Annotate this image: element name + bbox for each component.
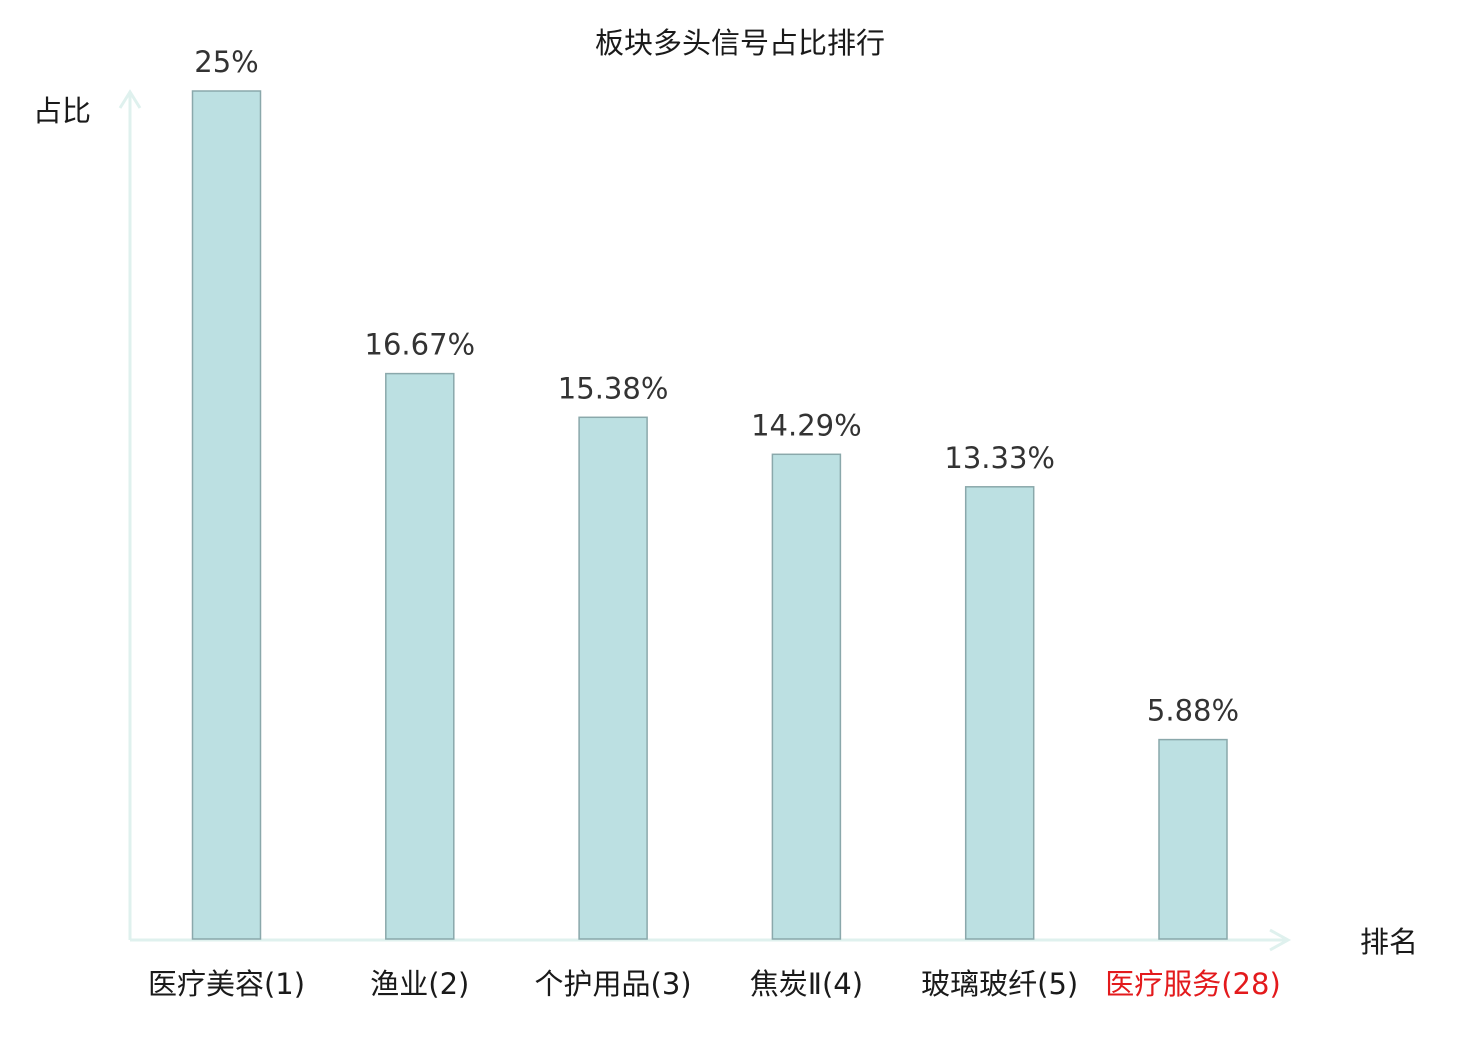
x-tick-label-1: 医疗美容(1) bbox=[148, 967, 305, 1001]
x-tick-label-6: 医疗服务(28) bbox=[1105, 967, 1281, 1001]
value-label-5: 13.33% bbox=[944, 441, 1055, 475]
value-label-4: 14.29% bbox=[751, 408, 862, 442]
x-axis-label: 排名 bbox=[1360, 925, 1418, 959]
bar-3 bbox=[578, 416, 648, 940]
value-label-1: 25% bbox=[194, 45, 258, 79]
value-label-3: 15.38% bbox=[558, 371, 669, 405]
x-tick-label-2: 渔业(2) bbox=[370, 967, 469, 1001]
bars-group: 25% 医疗美容(1) 16.67% 渔业(2) 15.38% 个护用品(3) 14.29%… bbox=[148, 45, 1281, 1001]
bar-2 bbox=[385, 372, 455, 940]
bar-5 bbox=[964, 486, 1035, 940]
x-tick-label-5: 玻璃玻纤(5) bbox=[921, 967, 1078, 1001]
bar-1 bbox=[191, 90, 262, 940]
chart-title: 板块多头信号占比排行 bbox=[595, 26, 885, 60]
x-axis-arrow-icon bbox=[1269, 928, 1292, 952]
value-label-2: 16.67% bbox=[365, 328, 476, 362]
bar-6 bbox=[1158, 738, 1228, 940]
y-axis-label: 占比 bbox=[33, 94, 91, 128]
value-label-6: 5.88% bbox=[1147, 694, 1239, 728]
x-tick-label-3: 个护用品(3) bbox=[535, 967, 692, 1001]
x-tick-label-4: 焦炭Ⅱ(4) bbox=[750, 967, 863, 1001]
y-axis-arrow-icon bbox=[118, 89, 142, 109]
bar-4 bbox=[771, 453, 842, 940]
